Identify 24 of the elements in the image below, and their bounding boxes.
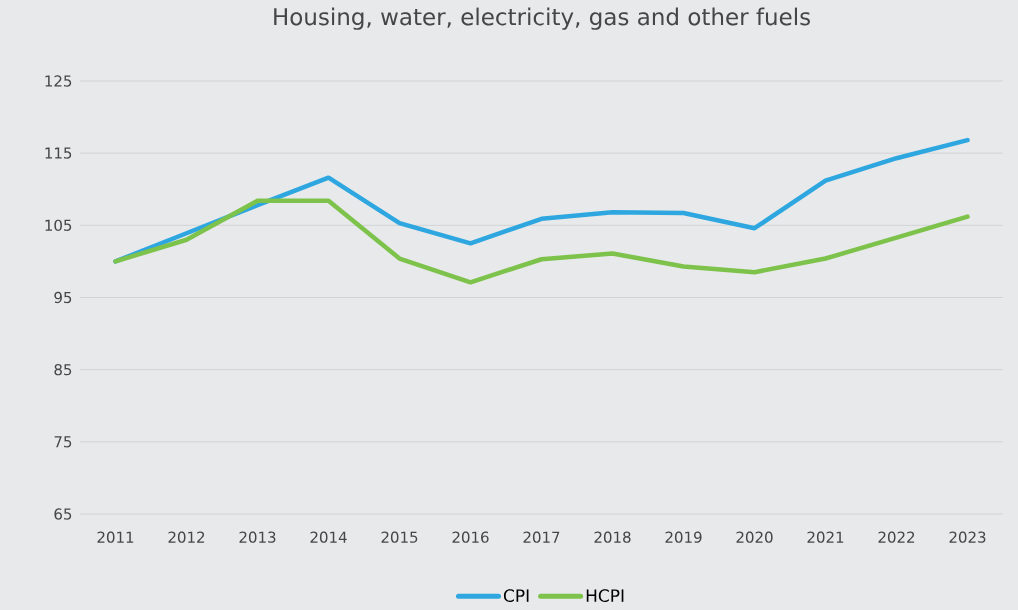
y-tick-label: 85	[54, 363, 72, 376]
legend-label: HCPI	[586, 589, 624, 603]
y-tick-label: 95	[54, 291, 72, 304]
x-tick-label: 2013	[239, 531, 276, 543]
x-tick-label: 2020	[736, 531, 773, 543]
x-tick-label: 2011	[97, 531, 134, 543]
x-tick-label: 2017	[523, 531, 560, 543]
y-tick-label: 125	[45, 75, 72, 87]
x-tick-label: 2016	[452, 531, 489, 543]
x-tick-label: 2012	[168, 531, 205, 543]
x-tick-label: 2023	[949, 531, 986, 543]
y-tick-label: 65	[54, 508, 72, 520]
x-tick-label: 2018	[594, 531, 631, 543]
x-tick-label: 2022	[878, 531, 915, 543]
line-series	[113, 198, 970, 285]
legend-label: CPI	[503, 589, 529, 603]
x-tick-label: 2021	[807, 531, 844, 543]
y-tick-label: 115	[45, 147, 72, 159]
y-tick-label: 75	[54, 436, 72, 448]
x-tick-label: 2019	[665, 531, 702, 543]
x-tick-label: 2015	[381, 531, 418, 543]
y-tick-label: 105	[45, 219, 72, 231]
x-tick-label: 2014	[310, 531, 347, 543]
chart-title: Housing, water, electricity, gas and other fuels	[274, 7, 810, 30]
